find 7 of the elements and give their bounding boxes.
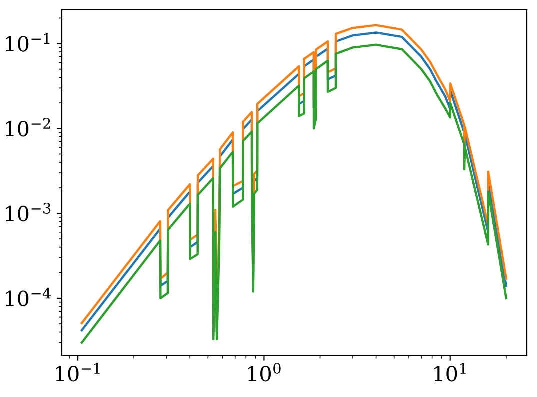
y-tick-label: 10$^{−4}$ <box>6 288 51 307</box>
x-tick-label: 10$^{−1}$ <box>56 363 100 382</box>
y-tick-label: 10$^{−1}$ <box>6 33 50 52</box>
x-tick-label: 10$^{0}$ <box>248 363 281 382</box>
y-tick-label: 10$^{−2}$ <box>6 118 50 137</box>
y-tick-label: 10$^{−3}$ <box>6 202 51 222</box>
x-tick-label: 10$^{1}$ <box>434 363 466 382</box>
